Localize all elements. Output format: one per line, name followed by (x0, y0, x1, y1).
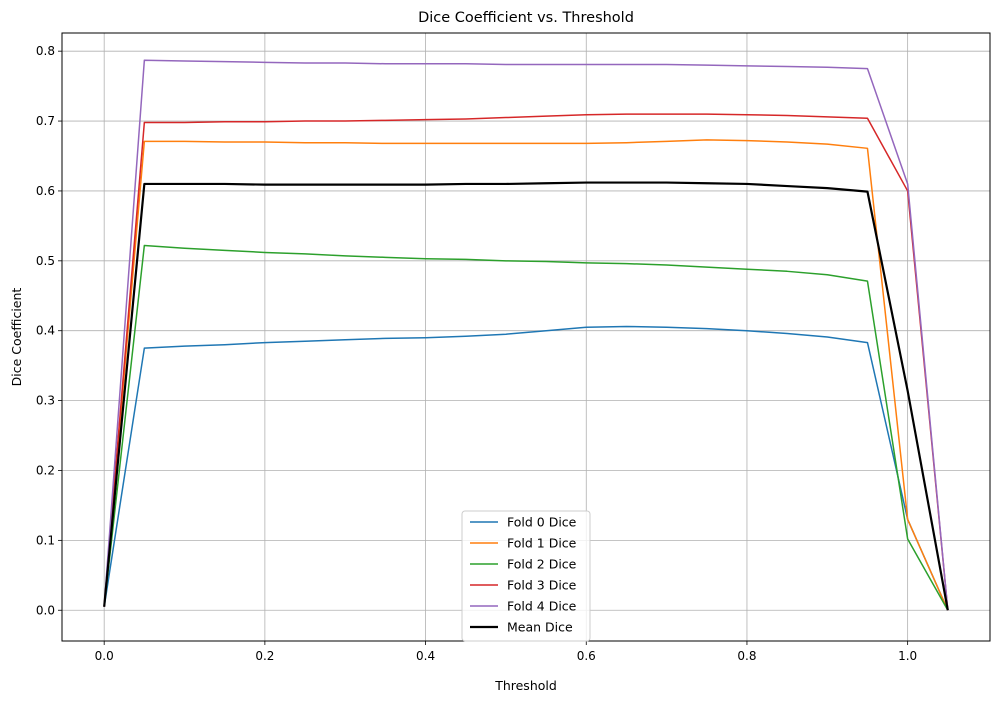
y-tick-label: 0.8 (36, 44, 55, 58)
x-tick-label: 0.2 (255, 649, 274, 663)
legend-label-fold-0-dice: Fold 0 Dice (507, 515, 577, 530)
legend-label-fold-3-dice: Fold 3 Dice (507, 578, 577, 593)
y-tick-label: 0.6 (36, 184, 55, 198)
y-tick-label: 0.4 (36, 324, 55, 338)
legend: Fold 0 Dice Fold 1 Dice Fold 2 Dice Fold 3 … (462, 511, 590, 641)
legend-label-mean-dice: Mean Dice (507, 620, 573, 635)
y-tick-label: 0.0 (36, 603, 55, 617)
y-tick-label: 0.7 (36, 114, 55, 128)
chart-title: Dice Coefficient vs. Threshold (418, 10, 634, 26)
x-tick-label: 0.4 (416, 649, 435, 663)
y-tick-label: 0.2 (36, 463, 55, 477)
y-axis-label: Dice Coefficient (9, 288, 24, 387)
x-tick-label: 1.0 (898, 649, 917, 663)
legend-label-fold-4-dice: Fold 4 Dice (507, 599, 577, 614)
legend-label-fold-2-dice: Fold 2 Dice (507, 557, 577, 572)
x-axis-label: Threshold (494, 678, 557, 693)
x-tick-label: 0.8 (737, 649, 756, 663)
x-tick-label: 0.6 (577, 649, 596, 663)
x-tick-label: 0.0 (95, 649, 114, 663)
y-tick-label: 0.3 (36, 394, 55, 408)
legend-label-fold-1-dice: Fold 1 Dice (507, 536, 577, 551)
y-tick-label: 0.5 (36, 254, 55, 268)
y-tick-label: 0.1 (36, 533, 55, 547)
